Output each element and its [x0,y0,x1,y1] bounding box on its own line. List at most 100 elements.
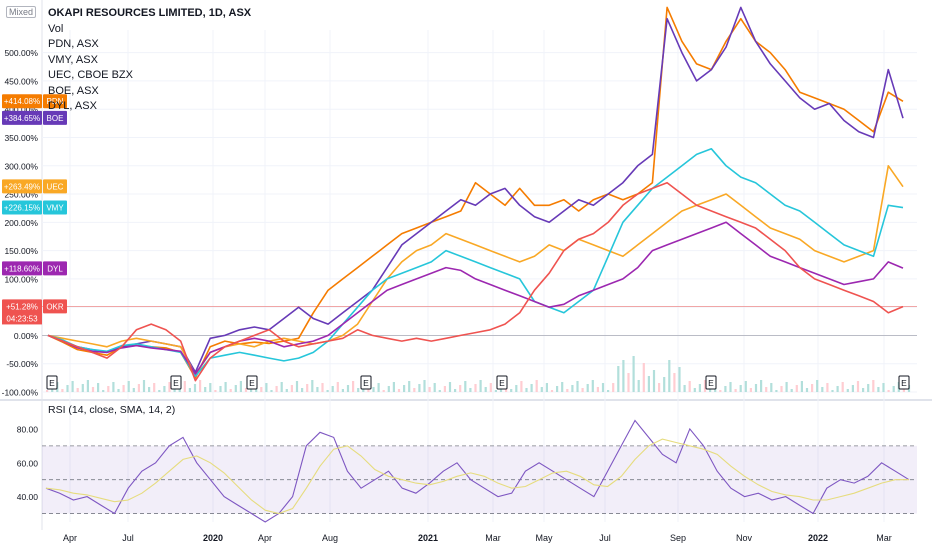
chart-title: OKAPI RESOURCES LIMITED, 1D, ASX [48,7,252,19]
volume-bar [173,389,176,392]
volume-bar [443,386,446,392]
earnings-marker [170,375,182,390]
tag-name-bg [43,299,67,314]
volume-bar [387,386,390,392]
volume-bar [438,390,441,392]
volume-bar [484,387,487,392]
earnings-marker-label: E [499,378,505,388]
volume-bar [785,382,788,392]
volume-bar [326,390,329,392]
x-tick-label: 2021 [418,533,438,543]
volume-bar [464,381,467,392]
volume-bar [199,380,202,392]
x-tick-label: 2022 [808,533,828,543]
legend-item[interactable]: UEC, CBOE BZX [48,69,133,81]
volume-bar [892,386,895,392]
volume-bar [571,385,574,392]
x-tick-label: Mar [485,533,501,543]
tag-value-bg [2,110,42,125]
tag-name: OKR [46,302,64,311]
legend-item[interactable]: VMY, ASX [48,53,98,66]
series-tag-boe: +384.65% BOE [2,110,67,125]
volume-bar [448,382,452,392]
volume-bar [872,380,875,392]
volume-bar [479,380,482,392]
volume-bar [535,380,538,392]
series-tag-dyl: +118.60% DYL [2,261,67,276]
volume-bar [183,381,186,392]
volume-bar [703,380,707,392]
mixed-scale-badge[interactable]: Mixed [6,6,37,18]
y-tick-label: 100.00% [4,274,38,284]
volume-bar [790,389,793,392]
volume-bar [142,380,146,392]
rsi-tick-label: 80.00 [17,424,39,434]
tag-name: UEC [47,182,64,191]
volume-bar [739,385,742,392]
rsi-line-rsi-ma [45,438,909,515]
volume-bar [137,384,140,392]
volume-bar [780,386,783,392]
earnings-marker-label: E [249,378,255,388]
tag-value: +226.15% [4,204,40,213]
volume-bar [275,386,278,392]
volume-bar [862,388,865,392]
volume-bar [724,386,727,392]
volume-bar [851,385,854,392]
volume-bar [285,389,288,392]
tag-name-bg [43,179,67,194]
legend-item[interactable]: DYL, ASX [48,100,97,112]
volume-bar [301,388,304,392]
volume-bar [556,386,559,392]
volume-bar [867,384,870,392]
legend-item[interactable]: Vol [48,22,64,35]
volume-bar [163,386,166,392]
volume-bar [632,356,635,392]
tag-name: BOE [47,114,64,123]
series-tag-pdn: +414.08% PDN [2,94,67,109]
legend-item[interactable]: PDN, ASX [48,38,99,50]
volume-bar [566,389,569,392]
volume-bar [352,381,355,392]
volume-bar [678,367,681,392]
tag-value-bg [2,179,42,194]
volume-bar [856,381,860,392]
rsi-line-rsi [45,419,910,523]
volume-bar [423,380,426,392]
volume-bar [408,381,411,392]
volume-bar [760,380,763,392]
volume-bar [698,384,701,392]
volume-bar [372,387,375,392]
earnings-marker-label: E [708,378,714,388]
volume-bar [377,383,380,392]
tag-name: VMY [46,204,64,213]
x-tick-label: Apr [63,533,77,543]
series-line-okr [47,181,904,382]
legend-item[interactable]: BOE, ASX [48,84,99,97]
volume-bar [66,385,69,392]
volume-bar [688,381,691,392]
tag-value: +384.65% [4,114,40,123]
volume-bar [76,388,79,392]
y-tick-label: -50.00% [6,359,38,369]
x-tick-label: Aug [322,533,338,543]
volume-bar [734,389,737,392]
volume-bar [627,373,630,392]
volume-bar [71,381,74,392]
rsi-legend[interactable]: RSI (14, close, SMA, 14, 2) [48,404,176,416]
volume-bar [392,382,395,392]
volume-bar [193,384,197,392]
volume-bar [647,376,650,392]
volume-bar [800,381,803,392]
earnings-marker [496,375,508,390]
volume-bar [576,381,579,392]
volume-bar [418,384,421,392]
volume-bar [168,382,171,392]
countdown-label: 04:23:53 [6,314,38,323]
tag-value: +118.60% [4,264,40,273]
volume-bar [357,388,360,392]
volume-bar [229,389,232,392]
earnings-marker [46,375,58,390]
volume-bar [81,384,84,392]
